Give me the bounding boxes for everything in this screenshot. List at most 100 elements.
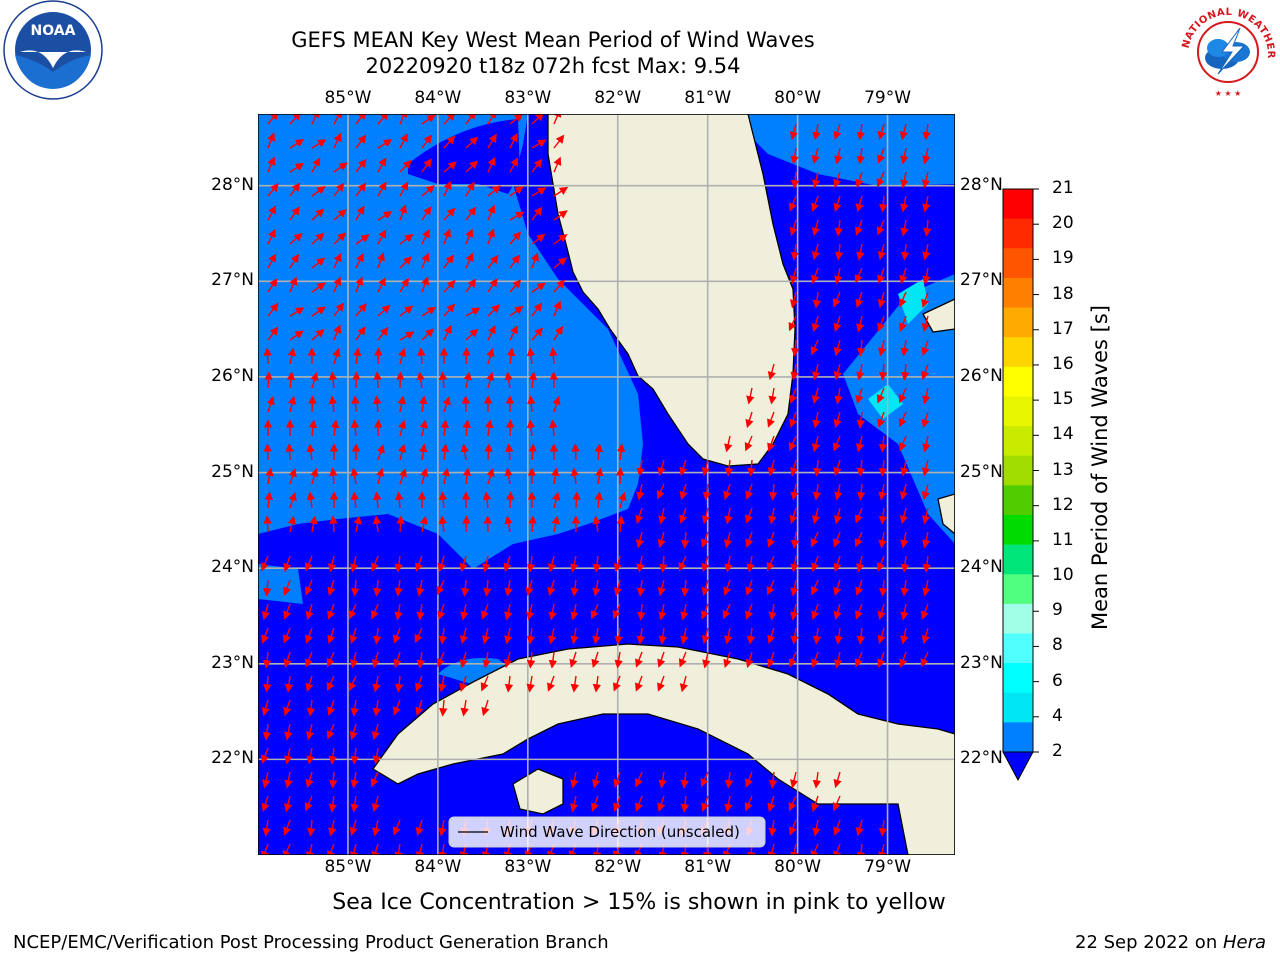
wind-arrow xyxy=(504,579,513,597)
wind-arrow xyxy=(899,315,907,332)
wind-arrow xyxy=(371,555,379,572)
wind-arrow xyxy=(613,579,622,597)
wind-arrow xyxy=(265,467,274,485)
wind-arrow xyxy=(289,162,305,173)
wind-arrow xyxy=(876,387,885,404)
wind-arrow xyxy=(465,328,479,341)
wind-arrow xyxy=(327,603,335,620)
colorbar-tick-label: 12 xyxy=(1052,494,1074,515)
wind-arrow xyxy=(443,114,456,125)
wind-arrow xyxy=(900,339,909,357)
wind-arrow xyxy=(900,555,910,573)
wind-arrow xyxy=(305,675,314,692)
wind-arrow xyxy=(724,555,733,573)
wind-arrow xyxy=(768,771,778,789)
wind-arrow xyxy=(509,132,518,149)
contour-period-6 xyxy=(868,384,903,419)
wind-arrow xyxy=(551,467,560,485)
wind-arrow xyxy=(899,267,908,284)
wind-arrow xyxy=(723,483,732,500)
colorbar-tick-label: 9 xyxy=(1052,600,1063,621)
wind-arrow xyxy=(834,627,843,645)
wind-arrow xyxy=(744,795,753,812)
wind-arrow xyxy=(419,443,428,461)
wind-arrow xyxy=(791,339,800,357)
wind-arrow xyxy=(900,171,909,189)
wind-arrow xyxy=(443,324,452,341)
wind-arrow xyxy=(767,627,776,644)
wind-arrow xyxy=(570,579,580,597)
wind-arrow xyxy=(679,483,688,501)
lat-label-left: 26°N xyxy=(211,365,254,386)
wind-arrow xyxy=(746,387,755,405)
wind-arrow xyxy=(289,276,298,293)
lat-label-left: 24°N xyxy=(211,557,254,578)
wind-arrow xyxy=(418,395,428,413)
wind-arrow xyxy=(443,254,454,269)
wind-arrow xyxy=(571,443,580,461)
wind-arrow xyxy=(833,459,842,477)
wind-arrow xyxy=(590,603,599,620)
lon-label-top: 83°W xyxy=(504,88,552,108)
wind-arrow xyxy=(308,419,318,437)
colorbar-level xyxy=(1003,603,1033,634)
wind-arrow xyxy=(393,699,401,716)
wind-arrow xyxy=(352,371,361,389)
wind-arrow xyxy=(509,114,524,125)
wind-arrow xyxy=(267,253,277,269)
wind-arrow xyxy=(634,771,643,788)
wind-arrow xyxy=(921,363,930,380)
wind-arrow xyxy=(282,627,291,644)
wind-arrow xyxy=(921,483,930,501)
wind-arrow xyxy=(310,467,319,485)
wind-arrow xyxy=(285,443,294,461)
wind-arrow xyxy=(811,387,820,405)
wind-arrow xyxy=(267,302,279,317)
wind-arrow xyxy=(438,627,448,645)
lat-label-right: 27°N xyxy=(960,270,1003,291)
wind-arrow xyxy=(504,467,513,485)
wind-arrow xyxy=(504,371,513,389)
wind-arrow xyxy=(351,395,360,413)
wind-arrow xyxy=(311,257,326,269)
wind-arrow xyxy=(437,555,446,573)
wind-arrow xyxy=(635,795,643,812)
wind-arrow xyxy=(465,278,477,293)
wind-arrow xyxy=(767,531,775,548)
wind-arrow xyxy=(355,205,365,221)
wind-arrow xyxy=(877,651,886,668)
wind-arrow xyxy=(812,627,822,645)
wind-arrow xyxy=(833,411,842,429)
wind-arrow xyxy=(789,771,799,789)
wind-arrow xyxy=(509,305,524,317)
wind-arrow xyxy=(487,114,497,125)
wind-arrow xyxy=(856,243,865,261)
wind-arrow xyxy=(350,491,360,509)
wind-arrow xyxy=(549,347,558,365)
wind-arrow xyxy=(879,579,888,597)
wind-arrow xyxy=(553,134,565,149)
wind-arrow xyxy=(878,363,888,381)
wind-arrow xyxy=(465,252,474,269)
wind-arrow xyxy=(394,603,403,621)
wind-arrow xyxy=(832,795,841,812)
lon-label-bottom: 81°W xyxy=(684,857,732,877)
wind-arrow xyxy=(399,305,414,317)
wind-arrow xyxy=(877,627,886,645)
wind-arrow xyxy=(745,507,753,524)
wind-arrow xyxy=(856,483,866,501)
wind-arrow xyxy=(305,843,315,855)
wind-arrow xyxy=(876,171,885,188)
wind-arrow xyxy=(459,651,468,669)
wind-arrow xyxy=(442,396,451,413)
colorbar-level xyxy=(1003,189,1033,220)
wind-arrow xyxy=(266,396,275,413)
wind-arrow xyxy=(745,651,754,669)
wind-arrow xyxy=(876,555,885,572)
wind-arrow xyxy=(487,156,496,173)
wind-arrow xyxy=(487,228,495,245)
wind-arrow xyxy=(767,795,776,812)
wind-arrow xyxy=(833,771,842,789)
wind-arrow xyxy=(503,555,512,572)
wind-arrow xyxy=(810,531,819,548)
